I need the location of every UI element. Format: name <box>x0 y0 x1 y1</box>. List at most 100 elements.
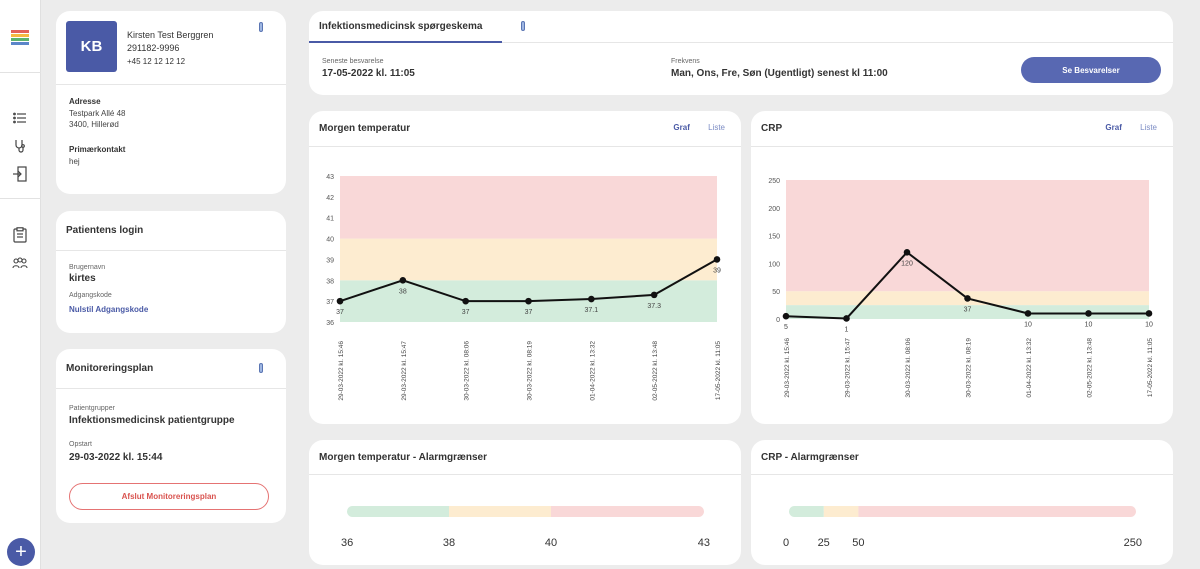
data-label: 37 <box>336 309 344 316</box>
data-label: 37 <box>462 309 470 316</box>
edit-pin-icon[interactable] <box>521 21 525 31</box>
temperature-alarm-title: Morgen temperatur - Alarmgrænser <box>309 440 741 475</box>
threshold-band <box>786 305 1149 319</box>
x-tick-label: 30-03-2022 kl. 08:19 <box>527 341 534 401</box>
login-card: Patientens login Brugernavn kirtes Adgan… <box>56 211 286 333</box>
data-point[interactable] <box>650 291 658 299</box>
threshold-label: 36 <box>341 537 353 549</box>
temperature-alarm-card: Morgen temperatur - Alarmgrænser 36 38 40 4… <box>309 440 741 565</box>
tab-graph[interactable]: Graf <box>673 123 690 132</box>
group-label: Patientgrupper <box>69 405 115 412</box>
y-tick-label: 40 <box>326 237 334 244</box>
app-logo-icon[interactable] <box>10 28 30 48</box>
alarm-segment <box>858 506 1136 517</box>
alarm-segment-joint <box>551 506 557 517</box>
contact-value: hej <box>69 157 80 166</box>
y-tick-label: 0 <box>776 317 780 324</box>
data-point[interactable] <box>399 276 407 284</box>
list-icon[interactable] <box>10 108 30 128</box>
login-title: Patientens login <box>56 211 286 251</box>
data-point[interactable] <box>336 297 344 305</box>
x-tick-label: 02-05-2022 kl. 13:48 <box>1087 338 1094 398</box>
password-label: Adgangskode <box>69 292 112 299</box>
username-label: Brugernavn <box>69 264 106 271</box>
y-tick-label: 37 <box>326 299 334 306</box>
data-point[interactable] <box>588 295 595 303</box>
data-point[interactable] <box>782 312 790 320</box>
x-tick-label: 30-03-2022 kl. 08:06 <box>905 338 912 398</box>
divider <box>56 84 286 85</box>
last-answer-label: Seneste besvarelse <box>322 58 384 65</box>
data-label: 10 <box>1145 321 1153 328</box>
crp-alarm-title: CRP - Alarmgrænser <box>751 440 1173 475</box>
patient-phone: +45 12 12 12 12 <box>127 57 186 66</box>
data-point[interactable] <box>1024 310 1032 317</box>
threshold-band <box>340 238 717 281</box>
data-label: 10 <box>1024 321 1032 328</box>
data-point[interactable] <box>462 297 469 305</box>
data-point[interactable] <box>843 315 850 322</box>
logout-icon[interactable] <box>10 164 30 184</box>
last-answer-value: 17-05-2022 kl. 11:05 <box>322 68 415 79</box>
tab-questionnaire[interactable]: Infektionsmedicinsk spørgeskema <box>309 11 502 43</box>
y-tick-label: 100 <box>768 261 780 268</box>
x-tick-label: 30-03-2022 kl. 08:19 <box>966 338 973 398</box>
threshold-label: 0 <box>783 537 789 549</box>
x-tick-label: 29-03-2022 kl. 15:46 <box>784 338 791 398</box>
edit-pin-icon[interactable] <box>259 363 263 373</box>
add-button[interactable]: + <box>7 538 35 566</box>
data-point[interactable] <box>525 297 532 305</box>
data-label: 1 <box>845 326 849 333</box>
clipboard-icon[interactable] <box>10 225 30 245</box>
data-label: 120 <box>901 260 913 267</box>
contact-label: Primærkontakt <box>69 145 126 154</box>
temperature-chart-card: Morgen temperatur Graf Liste 36 37 38 39 40 4… <box>309 111 741 424</box>
reset-password-link[interactable]: Nulstil Adgangskode <box>69 305 149 314</box>
data-point[interactable] <box>1085 310 1092 317</box>
patient-cpr: 291182-9996 <box>127 43 180 53</box>
data-point[interactable] <box>713 256 721 263</box>
x-tick-label: 29-03-2022 kl. 15:47 <box>401 341 408 401</box>
plan-card: Monitoreringsplan Patientgrupper Infekti… <box>56 349 286 523</box>
avatar: KB <box>66 21 117 72</box>
see-answers-button[interactable]: Se Besvarelser <box>1021 57 1161 83</box>
tab-list[interactable]: Liste <box>708 123 725 132</box>
data-point[interactable] <box>964 295 971 302</box>
data-label: 37 <box>964 306 972 313</box>
crp-alarm-bar: 0 25 50 250 <box>783 506 1142 549</box>
crp-chart: 0 50 100 150 200 250 5 29-03-2022 kl. 15:46 1 29-… <box>768 178 1154 398</box>
alarm-segment-joint <box>858 506 865 517</box>
threshold-label: 25 <box>818 537 830 549</box>
tab-list[interactable]: Liste <box>1140 123 1157 132</box>
group-icon[interactable] <box>10 253 30 273</box>
divider <box>309 42 1173 43</box>
y-tick-label: 250 <box>768 178 780 185</box>
x-tick-label: 29-03-2022 kl. 15:46 <box>338 341 345 401</box>
stethoscope-icon[interactable] <box>10 136 30 156</box>
x-tick-label: 01-04-2022 kl. 13:32 <box>589 341 596 401</box>
patient-name: Kirsten Test Berggren <box>127 30 214 40</box>
edit-pin-icon[interactable] <box>259 22 263 32</box>
y-tick-label: 43 <box>326 174 334 181</box>
start-value: 29-03-2022 kl. 15:44 <box>69 452 163 463</box>
questionnaire-card: Infektionsmedicinsk spørgeskema Seneste … <box>309 11 1173 95</box>
y-tick-label: 150 <box>768 234 780 241</box>
x-tick-label: 01-04-2022 kl. 13:32 <box>1026 338 1033 398</box>
data-point[interactable] <box>1145 310 1153 317</box>
crp-alarm-card: CRP - Alarmgrænser 0 25 50 250 <box>751 440 1173 565</box>
y-tick-label: 38 <box>326 278 334 285</box>
group-value: Infektionsmedicinsk patientgruppe <box>69 415 235 426</box>
tab-graph[interactable]: Graf <box>1105 123 1122 132</box>
temperature-chart-title: Morgen temperatur <box>309 111 741 147</box>
data-label: 37.1 <box>585 307 599 314</box>
alarm-segment-joint <box>817 506 824 517</box>
frequency-label: Frekvens <box>671 58 700 65</box>
data-label: 37.3 <box>647 303 661 310</box>
data-label: 38 <box>399 288 407 295</box>
start-label: Opstart <box>69 441 92 448</box>
data-point[interactable] <box>903 248 911 256</box>
end-plan-button[interactable]: Afslut Monitoreringsplan <box>69 483 269 510</box>
x-tick-label: 29-03-2022 kl. 15:47 <box>845 338 852 398</box>
crp-chart-title: CRP <box>751 111 1173 147</box>
